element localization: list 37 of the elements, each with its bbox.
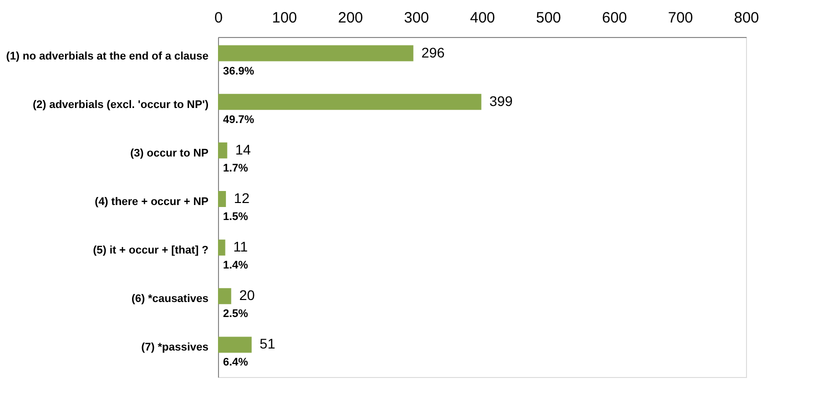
x-tick-label: 0 — [214, 10, 223, 26]
y-tick-label: (2) adverbials (excl. 'occur to NP') — [32, 98, 209, 111]
x-tick-label: 500 — [536, 10, 562, 26]
data-label: 14 — [235, 141, 252, 158]
x-tick-label: 400 — [470, 10, 496, 26]
y-tick-label: (5) it + occur + [that] ? — [92, 244, 209, 257]
data-label: 296 — [421, 44, 445, 60]
x-tick-label: 100 — [272, 10, 298, 26]
annotation: 1.7% — [223, 162, 248, 174]
bar — [218, 45, 414, 62]
x-tick-label: 200 — [338, 10, 364, 26]
x-tick-label: 600 — [602, 10, 628, 26]
bar — [218, 336, 252, 353]
data-label: 399 — [489, 92, 513, 109]
data-label: 12 — [234, 190, 250, 206]
y-tick-label: (6) *causatives — [131, 293, 208, 306]
y-tick-label: (7) *passives — [141, 342, 208, 354]
x-tick-label: 800 — [734, 10, 760, 26]
data-label: 11 — [233, 238, 248, 255]
bar — [218, 240, 226, 256]
x-tick-label: 700 — [668, 10, 694, 26]
x-tick-label: 300 — [404, 10, 430, 26]
annotation: 1.5% — [223, 211, 248, 223]
annotation: 2.5% — [223, 308, 248, 320]
bar — [218, 288, 232, 304]
annotation: 36.9% — [223, 65, 254, 78]
bar — [218, 94, 482, 110]
y-tick-label: (1) no adverbials at the end of a clause — [6, 50, 208, 62]
y-tick-label: (3) occur to NP — [130, 147, 208, 160]
data-label: 20 — [239, 287, 255, 304]
annotation: 1.4% — [223, 260, 248, 272]
annotation: 6.4% — [223, 356, 248, 369]
data-label: 51 — [260, 336, 276, 352]
bar — [218, 142, 228, 158]
annotation: 49.7% — [223, 114, 254, 126]
bar — [218, 191, 226, 207]
y-tick-label: (4) there + occur + NP — [94, 196, 208, 208]
